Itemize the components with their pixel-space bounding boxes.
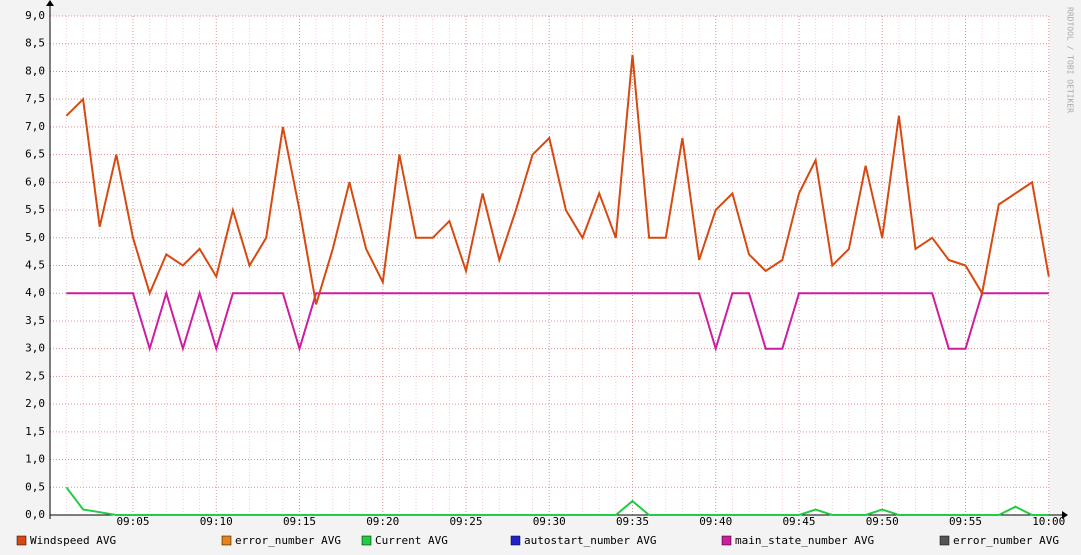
x-tick-label: 09:45: [782, 515, 815, 528]
y-tick-label: 5,5: [25, 203, 45, 216]
y-tick-label: 8,5: [25, 37, 45, 50]
y-tick-label: 6,0: [25, 175, 45, 188]
x-tick-label: 09:35: [616, 515, 649, 528]
legend-label: main_state_number AVG: [735, 534, 874, 547]
legend-label: error_number AVG: [953, 534, 1059, 547]
series-line: [65, 54, 1050, 305]
x-tick-label: 09:30: [533, 515, 566, 528]
legend-swatch: [721, 535, 732, 546]
legend-swatch: [939, 535, 950, 546]
legend-swatch: [361, 535, 372, 546]
y-tick-label: 5,0: [25, 231, 45, 244]
y-tick-label: 0,0: [25, 508, 45, 521]
legend-label: autostart_number AVG: [524, 534, 656, 547]
x-tick-label: 09:10: [200, 515, 233, 528]
y-tick-label: 1,0: [25, 453, 45, 466]
legend-swatch: [16, 535, 27, 546]
x-tick-label: 09:05: [116, 515, 149, 528]
watermark: RRDTOOL / TOBI OETIKER: [1066, 7, 1075, 113]
legend-label: Windspeed AVG: [30, 534, 116, 547]
y-tick-label: 4,0: [25, 286, 45, 299]
y-tick-label: 8,0: [25, 64, 45, 77]
series-line: [66, 289, 1049, 353]
x-tick-label: 09:20: [366, 515, 399, 528]
x-tick-label: 09:15: [283, 515, 316, 528]
y-tick-label: 9,0: [25, 9, 45, 22]
legend-label: error_number AVG: [235, 534, 341, 547]
legend-swatch: [221, 535, 232, 546]
y-tick-label: 2,0: [25, 397, 45, 410]
y-tick-label: 3,5: [25, 314, 45, 327]
legend-label: Current AVG: [375, 534, 448, 547]
x-tick-label: 09:40: [699, 515, 732, 528]
y-tick-label: 1,5: [25, 425, 45, 438]
series-line: [65, 486, 1049, 516]
y-tick-label: 4,5: [25, 259, 45, 272]
x-tick-label: 09:55: [949, 515, 982, 528]
x-tick-label: 10:00: [1032, 515, 1065, 528]
axis-arrow: [46, 0, 54, 6]
y-tick-label: 7,0: [25, 120, 45, 133]
x-tick-label: 09:50: [866, 515, 899, 528]
x-tick-label: 09:25: [449, 515, 482, 528]
y-tick-label: 7,5: [25, 92, 45, 105]
axis-arrow: [1062, 511, 1068, 519]
y-tick-label: 2,5: [25, 369, 45, 382]
y-tick-label: 3,0: [25, 342, 45, 355]
y-tick-label: 6,5: [25, 148, 45, 161]
y-tick-label: 0,5: [25, 480, 45, 493]
legend-swatch: [510, 535, 521, 546]
